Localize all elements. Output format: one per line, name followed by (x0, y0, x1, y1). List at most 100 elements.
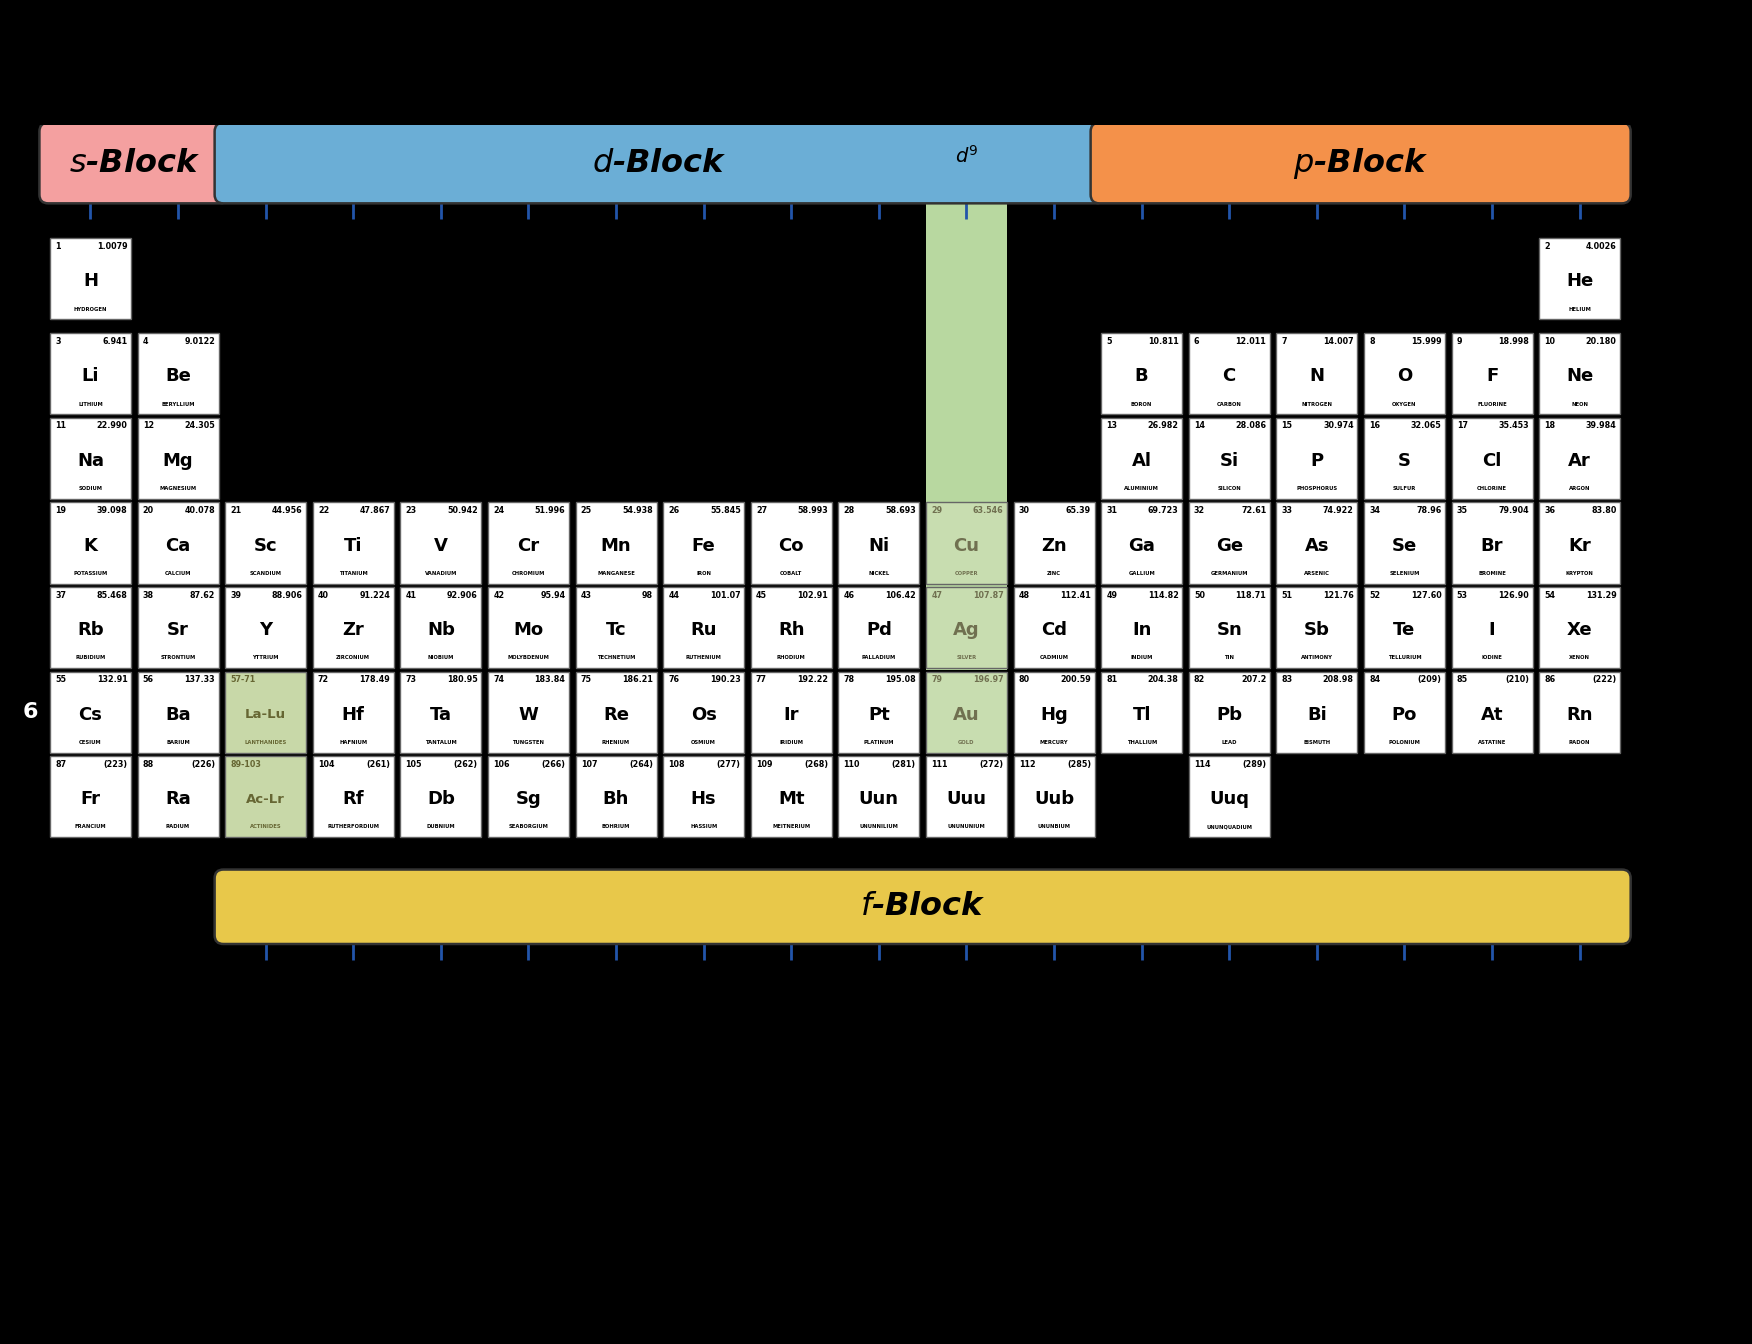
Text: INDIUM: INDIUM (1130, 655, 1153, 660)
Text: COPPER: COPPER (955, 571, 978, 575)
Text: W: W (519, 706, 538, 723)
Text: MAGNESIUM: MAGNESIUM (159, 487, 196, 491)
Text: 24.305: 24.305 (184, 422, 215, 430)
Text: FRANCIUM: FRANCIUM (75, 824, 107, 829)
Text: HAFNIUM: HAFNIUM (340, 739, 368, 745)
Bar (1013, 757, 1095, 837)
Text: Te: Te (1393, 621, 1416, 640)
Bar (752, 587, 832, 668)
Text: 109: 109 (757, 759, 773, 769)
Text: CARBON: CARBON (1218, 402, 1242, 407)
Text: 6: 6 (23, 702, 39, 722)
Text: RADIUM: RADIUM (166, 824, 191, 829)
Text: 15.999: 15.999 (1410, 337, 1442, 345)
Text: ARSENIC: ARSENIC (1303, 571, 1330, 575)
Text: 23: 23 (406, 505, 417, 515)
Text: Zn: Zn (1041, 536, 1067, 555)
Text: H: H (82, 273, 98, 290)
Bar (224, 503, 307, 583)
Bar (51, 587, 131, 668)
Text: Uub: Uub (1034, 790, 1074, 808)
Text: (261): (261) (366, 759, 391, 769)
Text: Ba: Ba (165, 706, 191, 723)
Text: 32: 32 (1195, 505, 1205, 515)
Bar (1275, 503, 1358, 583)
Text: S: S (1398, 452, 1410, 470)
Bar (839, 757, 920, 837)
Text: Nb: Nb (427, 621, 456, 640)
Text: Pt: Pt (867, 706, 890, 723)
Text: $d$-Block: $d$-Block (592, 148, 727, 179)
Text: 14: 14 (1195, 422, 1205, 430)
Text: Ag: Ag (953, 621, 979, 640)
Text: 114: 114 (1195, 759, 1211, 769)
Text: 12.011: 12.011 (1235, 337, 1267, 345)
Text: 106.42: 106.42 (885, 590, 916, 599)
Text: HYDROGEN: HYDROGEN (74, 306, 107, 312)
Text: 111: 111 (932, 759, 948, 769)
Text: 9: 9 (1456, 337, 1463, 345)
Text: Mn: Mn (601, 536, 631, 555)
Text: 26: 26 (669, 505, 680, 515)
Text: Sr: Sr (166, 621, 189, 640)
Bar (1100, 587, 1183, 668)
Text: Sg: Sg (515, 790, 541, 808)
Text: 110: 110 (844, 759, 860, 769)
Text: Fr: Fr (81, 790, 100, 808)
Text: Ac-Lr: Ac-Lr (247, 793, 286, 805)
Text: Na: Na (77, 452, 103, 470)
Text: Os: Os (690, 706, 717, 723)
Text: 79.904: 79.904 (1498, 505, 1529, 515)
Text: IRON: IRON (696, 571, 711, 575)
Text: 85.468: 85.468 (96, 590, 128, 599)
Text: I: I (1489, 621, 1496, 640)
Text: Al: Al (1132, 452, 1151, 470)
Text: IODINE: IODINE (1482, 655, 1503, 660)
Text: Cd: Cd (1041, 621, 1067, 640)
Text: NIOBIUM: NIOBIUM (427, 655, 454, 660)
Text: SULFUR: SULFUR (1393, 487, 1416, 491)
Bar (1100, 418, 1183, 499)
Text: Ga: Ga (1128, 536, 1155, 555)
Text: 37: 37 (56, 590, 67, 599)
Text: 30.974: 30.974 (1323, 422, 1354, 430)
Text: 22: 22 (319, 505, 329, 515)
Text: ACTINIDES: ACTINIDES (251, 824, 282, 829)
Text: THALLIUM: THALLIUM (1127, 739, 1156, 745)
Text: 85: 85 (1456, 675, 1468, 684)
Bar (399, 757, 482, 837)
Text: 40.078: 40.078 (184, 505, 215, 515)
Text: 32.065: 32.065 (1410, 422, 1442, 430)
Bar (1100, 333, 1183, 414)
Text: TANTALUM: TANTALUM (426, 739, 457, 745)
Text: (209): (209) (1417, 675, 1442, 684)
Bar (1451, 418, 1533, 499)
Text: 6: 6 (1195, 337, 1200, 345)
Text: TECHNETIUM: TECHNETIUM (597, 655, 636, 660)
Bar (314, 503, 394, 583)
Text: 127.60: 127.60 (1410, 590, 1442, 599)
Text: 204.38: 204.38 (1148, 675, 1179, 684)
Bar (752, 672, 832, 753)
Text: 78: 78 (844, 675, 855, 684)
Text: 5: 5 (1107, 337, 1113, 345)
Text: BROMINE: BROMINE (1479, 571, 1507, 575)
Bar (51, 238, 131, 320)
Text: 112: 112 (1020, 759, 1035, 769)
Text: (277): (277) (717, 759, 741, 769)
Bar (752, 757, 832, 837)
Text: 74: 74 (494, 675, 505, 684)
Bar (1100, 672, 1183, 753)
Text: Cs: Cs (79, 706, 102, 723)
Text: RUTHERFORDIUM: RUTHERFORDIUM (328, 824, 378, 829)
Bar (575, 672, 657, 753)
Text: 36: 36 (1545, 505, 1556, 515)
Bar (1365, 503, 1445, 583)
Text: 17: 17 (1456, 422, 1468, 430)
Text: ANTIMONY: ANTIMONY (1300, 655, 1333, 660)
Text: 72: 72 (319, 675, 329, 684)
Bar (1275, 418, 1358, 499)
Text: 190.23: 190.23 (710, 675, 741, 684)
Text: 95.94: 95.94 (540, 590, 566, 599)
Text: 47.867: 47.867 (359, 505, 391, 515)
